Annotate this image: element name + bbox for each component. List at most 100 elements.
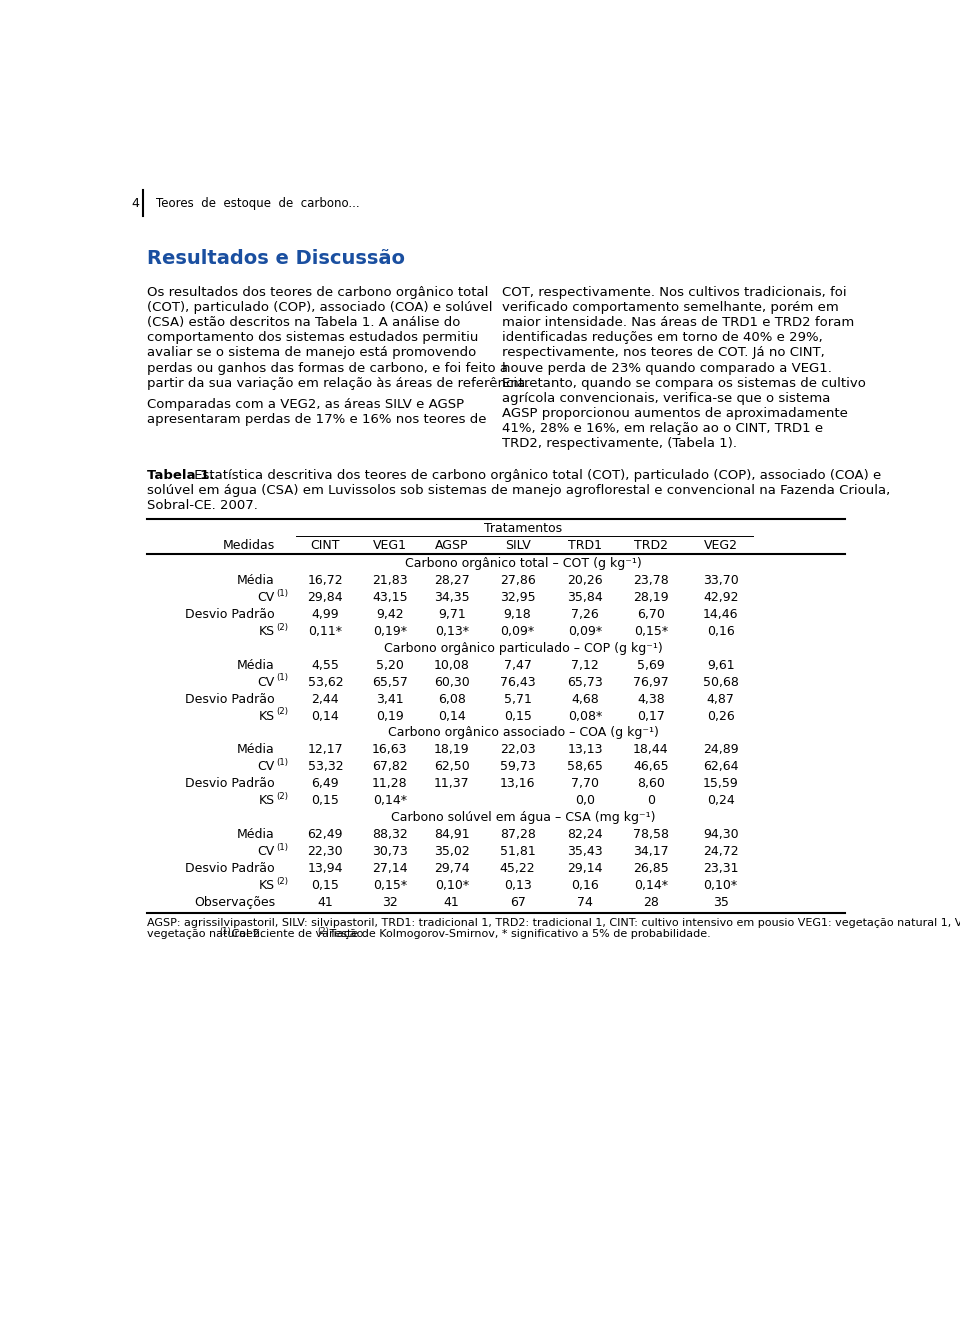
Text: 23,78: 23,78 [633,574,669,587]
Text: 0,10*: 0,10* [435,878,468,892]
Text: agrícola convencionais, verifica-se que o sistema: agrícola convencionais, verifica-se que … [502,392,830,405]
Text: 35: 35 [712,896,729,909]
Text: 62,50: 62,50 [434,760,469,774]
Text: 0,13: 0,13 [504,878,532,892]
Text: 67: 67 [510,896,525,909]
Text: 35,84: 35,84 [567,591,603,603]
Text: Teste de Kolmogorov-Smirnov, * significativo a 5% de probabilidade.: Teste de Kolmogorov-Smirnov, * significa… [325,929,710,939]
Text: 30,73: 30,73 [372,845,408,858]
Text: (2): (2) [276,622,288,632]
Text: 0,26: 0,26 [707,709,734,723]
Text: Resultados e Discussão: Resultados e Discussão [147,249,405,268]
Text: 0,11*: 0,11* [308,625,343,638]
Text: 21,83: 21,83 [372,574,407,587]
Text: 74: 74 [577,896,593,909]
Text: maior intensidade. Nas áreas de TRD1 e TRD2 foram: maior intensidade. Nas áreas de TRD1 e T… [502,316,854,330]
Text: 27,86: 27,86 [500,574,536,587]
Text: 26,85: 26,85 [633,862,669,876]
Text: 67,82: 67,82 [372,760,408,774]
Text: 4,38: 4,38 [637,692,664,705]
Text: 4: 4 [132,197,139,209]
Text: 7,70: 7,70 [571,778,599,790]
Text: Tabela 1.: Tabela 1. [147,469,214,481]
Text: 0,14*: 0,14* [634,878,668,892]
Text: comportamento dos sistemas estudados permitiu: comportamento dos sistemas estudados per… [147,331,478,345]
Text: 9,18: 9,18 [504,607,532,621]
Text: Carbono orgânico particulado – COP (g kg⁻¹): Carbono orgânico particulado – COP (g kg… [384,642,662,654]
Text: Estatística descritiva dos teores de carbono orgânico total (COT), particulado (: Estatística descritiva dos teores de car… [190,469,881,481]
Text: 4,68: 4,68 [571,692,599,705]
Text: 3,41: 3,41 [376,692,403,705]
Text: 11,28: 11,28 [372,778,407,790]
Text: Média: Média [237,743,275,756]
Text: 0,13*: 0,13* [435,625,468,638]
Text: AGSP proporcionou aumentos de aproximadamente: AGSP proporcionou aumentos de aproximada… [502,406,848,420]
Text: 14,46: 14,46 [703,607,738,621]
Text: 0,14: 0,14 [311,709,339,723]
Text: VEG1: VEG1 [372,539,407,552]
Text: CV: CV [257,845,275,858]
Text: 7,12: 7,12 [571,658,599,672]
Text: Observações: Observações [194,896,275,909]
Text: 29,74: 29,74 [434,862,469,876]
Text: SILV: SILV [505,539,531,552]
Text: Os resultados dos teores de carbono orgânico total: Os resultados dos teores de carbono orgâ… [147,287,489,299]
Text: 0,09*: 0,09* [500,625,535,638]
Text: 45,22: 45,22 [500,862,536,876]
Text: 10,08: 10,08 [434,658,469,672]
Text: 35,43: 35,43 [567,845,603,858]
Text: CV: CV [257,760,275,774]
Text: 41: 41 [318,896,333,909]
Text: KS: KS [259,878,275,892]
Text: 62,49: 62,49 [307,829,343,841]
Text: Carbono solúvel em água – CSA (mg kg⁻¹): Carbono solúvel em água – CSA (mg kg⁻¹) [391,811,656,825]
Text: (COT), particulado (COP), associado (COA) e solúvel: (COT), particulado (COP), associado (COA… [147,302,492,314]
Text: 18,44: 18,44 [633,743,669,756]
Text: vegetação natural 2.: vegetação natural 2. [147,929,267,939]
Text: Carbono orgânico total – COT (g kg⁻¹): Carbono orgânico total – COT (g kg⁻¹) [404,557,641,570]
Text: 35,02: 35,02 [434,845,469,858]
Text: 7,26: 7,26 [571,607,599,621]
Text: (2): (2) [276,793,288,801]
Text: verificado comportamento semelhante, porém em: verificado comportamento semelhante, por… [502,302,839,314]
Text: 87,28: 87,28 [499,829,536,841]
Text: 0,15*: 0,15* [372,878,407,892]
Text: (2): (2) [317,927,328,936]
Text: 29,14: 29,14 [567,862,603,876]
Text: 5,69: 5,69 [637,658,664,672]
Text: 4,87: 4,87 [707,692,734,705]
Text: 34,17: 34,17 [633,845,669,858]
Text: TRD1: TRD1 [568,539,602,552]
Text: 28: 28 [643,896,659,909]
Text: Média: Média [237,574,275,587]
Text: Tratamentos: Tratamentos [484,523,562,535]
Text: 0,14*: 0,14* [372,794,407,807]
Text: 11,37: 11,37 [434,778,469,790]
Text: CINT: CINT [311,539,340,552]
Text: 0,15: 0,15 [311,794,339,807]
Text: 18,19: 18,19 [434,743,469,756]
Text: Medidas: Medidas [223,539,275,552]
Text: 29,84: 29,84 [307,591,343,603]
Text: Sobral-CE. 2007.: Sobral-CE. 2007. [147,499,258,512]
Text: 5,71: 5,71 [504,692,532,705]
Text: 76,43: 76,43 [500,676,536,689]
Text: (2): (2) [276,707,288,716]
Text: (1): (1) [219,927,230,936]
Text: 34,35: 34,35 [434,591,469,603]
Text: 13,13: 13,13 [567,743,603,756]
Text: 78,58: 78,58 [633,829,669,841]
Text: 41: 41 [444,896,460,909]
Text: 9,42: 9,42 [376,607,403,621]
Text: identificadas reduções em torno de 40% e 29%,: identificadas reduções em torno de 40% e… [502,331,823,345]
Text: 22,03: 22,03 [500,743,536,756]
Text: AGSP: AGSP [435,539,468,552]
Text: 0,15*: 0,15* [634,625,668,638]
Text: 7,47: 7,47 [504,658,532,672]
Text: 0,16: 0,16 [707,625,734,638]
Text: 0,14: 0,14 [438,709,466,723]
Text: (2): (2) [276,877,288,885]
Text: 27,14: 27,14 [372,862,407,876]
Text: 60,30: 60,30 [434,676,469,689]
Text: Teores  de  estoque  de  carbono...: Teores de estoque de carbono... [156,197,359,209]
